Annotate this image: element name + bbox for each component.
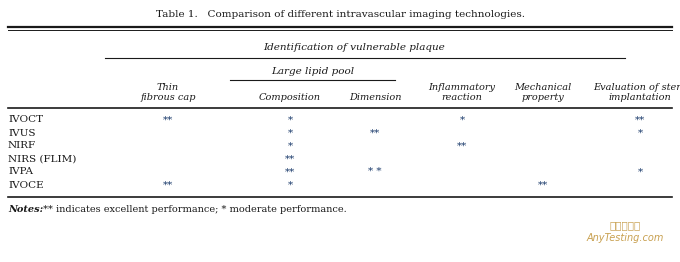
Text: *: * — [460, 116, 464, 124]
Text: NIRS (FLIM): NIRS (FLIM) — [8, 155, 76, 163]
Text: property: property — [522, 94, 564, 102]
Text: **: ** — [457, 141, 467, 150]
Text: NIRF: NIRF — [8, 141, 36, 150]
Text: Notes:: Notes: — [8, 205, 44, 215]
Text: Mechanical: Mechanical — [514, 84, 572, 92]
Text: * *: * * — [369, 167, 381, 177]
Text: *: * — [288, 141, 292, 150]
Text: *: * — [288, 116, 292, 124]
Text: IVPA: IVPA — [8, 167, 33, 177]
Text: Table 1.   Comparison of different intravascular imaging technologies.: Table 1. Comparison of different intrava… — [156, 10, 524, 19]
Text: ** indicates excellent performance; * moderate performance.: ** indicates excellent performance; * mo… — [40, 205, 347, 215]
Text: implantation: implantation — [609, 94, 671, 102]
Text: Dimension: Dimension — [349, 94, 401, 102]
Text: **: ** — [163, 181, 173, 189]
Text: fibrous cap: fibrous cap — [140, 94, 196, 102]
Text: Inflammatory: Inflammatory — [428, 84, 496, 92]
Text: Evaluation of stent: Evaluation of stent — [594, 84, 680, 92]
Text: AnyTesting.com: AnyTesting.com — [586, 233, 664, 243]
Text: 嘉峨检测网: 嘉峨检测网 — [609, 220, 641, 230]
Text: Identification of vulnerable plaque: Identification of vulnerable plaque — [262, 43, 445, 52]
Text: **: ** — [635, 116, 645, 124]
Text: Thin: Thin — [157, 84, 179, 92]
Text: Large lipid pool: Large lipid pool — [271, 68, 354, 77]
Text: Composition: Composition — [259, 94, 321, 102]
Text: **: ** — [285, 155, 295, 163]
Text: IVUS: IVUS — [8, 128, 35, 138]
Text: *: * — [637, 128, 643, 138]
Text: **: ** — [538, 181, 548, 189]
Text: *: * — [288, 181, 292, 189]
Text: **: ** — [370, 128, 380, 138]
Text: *: * — [288, 128, 292, 138]
Text: *: * — [637, 167, 643, 177]
Text: reaction: reaction — [441, 94, 482, 102]
Text: **: ** — [285, 167, 295, 177]
Text: IVOCE: IVOCE — [8, 181, 44, 189]
Text: IVOCT: IVOCT — [8, 116, 43, 124]
Text: **: ** — [163, 116, 173, 124]
